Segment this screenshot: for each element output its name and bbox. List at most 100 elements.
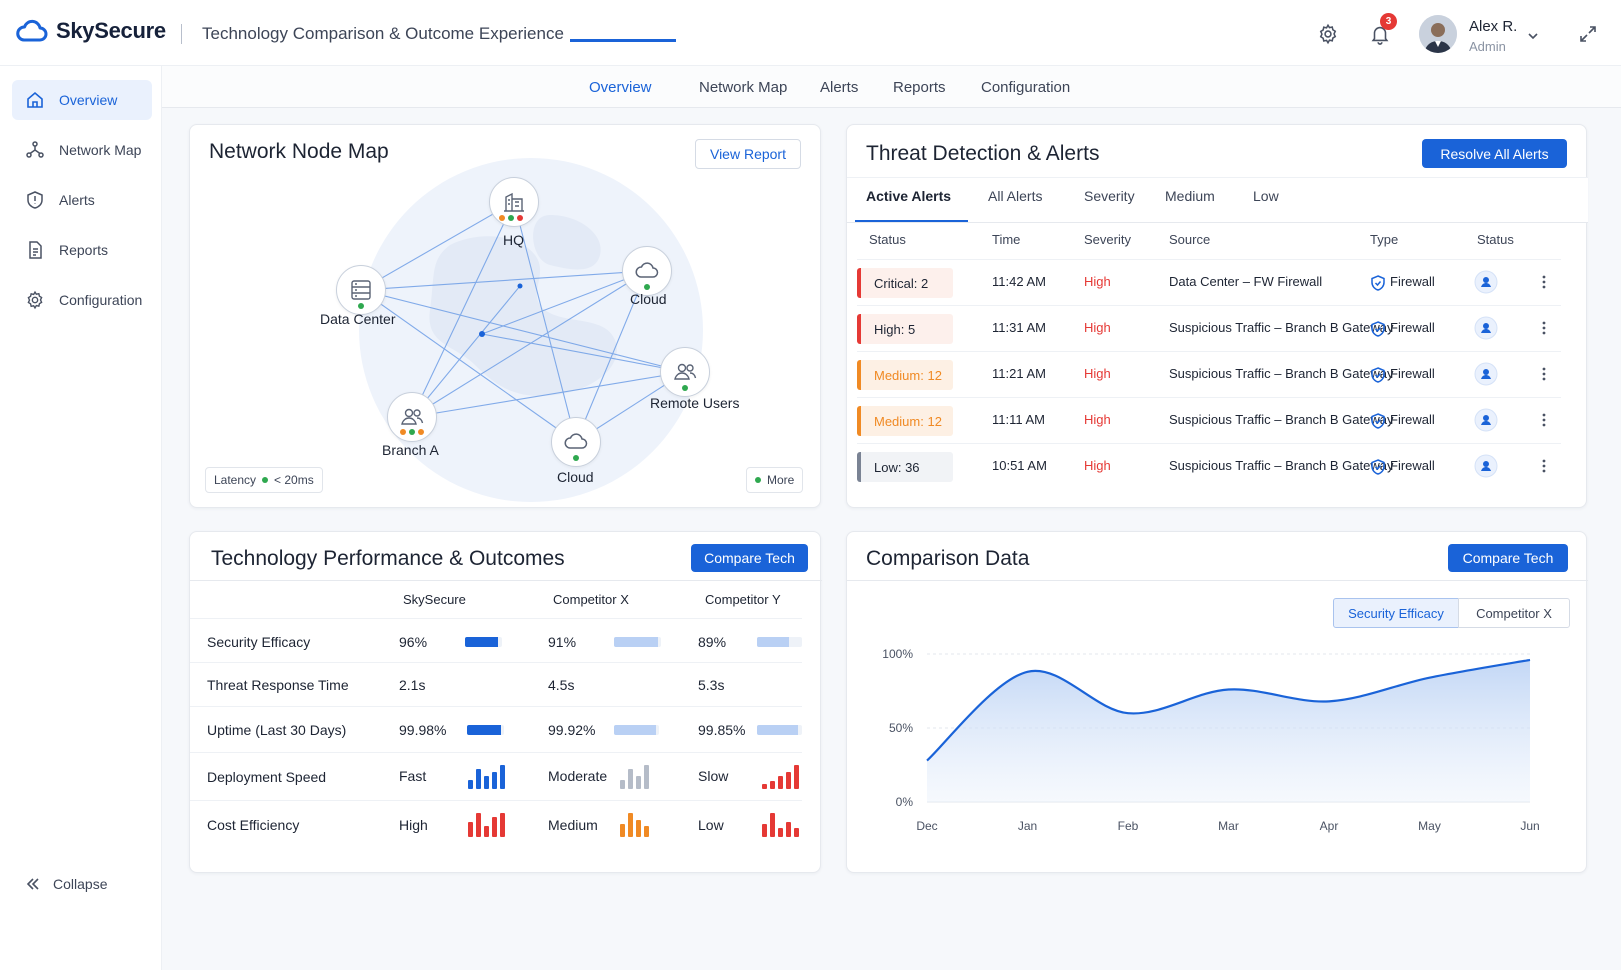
table-row: Security Efficacy 96% 91% 89%	[190, 618, 802, 662]
sidebar: Overview Network Map Alerts Reports Conf…	[0, 66, 162, 970]
mini-bar-chart	[620, 763, 649, 789]
server-icon	[351, 280, 371, 300]
metric-value: Low	[698, 817, 724, 833]
view-report-button[interactable]: View Report	[695, 139, 801, 169]
sidebar-item-network-map[interactable]: Network Map	[12, 130, 152, 170]
network-graph	[359, 158, 703, 502]
metric-label: Cost Efficiency	[207, 817, 300, 833]
subtab-medium[interactable]: Medium	[1165, 188, 1215, 204]
compare-tech-button[interactable]: Compare Tech	[1448, 544, 1568, 572]
more-vertical-icon[interactable]	[1542, 274, 1546, 290]
subtab-severity[interactable]: Severity	[1084, 188, 1135, 204]
metric-value: 99.92%	[548, 722, 596, 738]
threat-detection-card: Threat Detection & Alerts Resolve All Al…	[846, 124, 1588, 508]
active-tab-indicator	[570, 39, 676, 42]
compare-tech-button[interactable]: Compare Tech	[691, 544, 808, 572]
cloud-icon	[564, 433, 588, 449]
document-icon	[29, 241, 42, 259]
alert-type: Firewall	[1390, 274, 1435, 289]
tab-alerts[interactable]: Alerts	[820, 79, 859, 96]
segment-security-efficacy[interactable]: Security Efficacy	[1333, 598, 1459, 628]
settings-gear-icon[interactable]	[1314, 20, 1342, 48]
alert-severity: High	[1084, 458, 1111, 473]
app-logo[interactable]: SkySecure	[16, 18, 166, 44]
alert-time: 10:51 AM	[992, 458, 1047, 473]
assign-user-icon[interactable]	[1474, 316, 1498, 340]
sidebar-item-overview[interactable]: Overview	[12, 80, 152, 120]
assign-user-icon[interactable]	[1474, 362, 1498, 386]
assign-user-icon[interactable]	[1474, 408, 1498, 432]
x-tick-label: Dec	[916, 819, 937, 833]
sidebar-item-label: Alerts	[59, 192, 95, 208]
progress-bar	[614, 637, 661, 647]
alert-source: Suspicious Traffic – Branch B Gateway	[1169, 366, 1394, 381]
user-menu-chevron-down-icon[interactable]	[1519, 22, 1547, 50]
assign-user-icon[interactable]	[1474, 270, 1498, 294]
sidebar-item-configuration[interactable]: Configuration	[12, 280, 152, 320]
metric-label: Threat Response Time	[207, 677, 349, 693]
user-avatar[interactable]	[1419, 15, 1457, 53]
progress-bar	[467, 725, 504, 735]
node-label-cloud-top: Cloud	[630, 291, 667, 307]
status-dot	[262, 477, 269, 483]
notification-badge: 3	[1380, 13, 1397, 30]
sidebar-item-alerts[interactable]: Alerts	[12, 180, 152, 220]
metric-value: 99.98%	[399, 722, 447, 738]
resolve-all-alerts-button[interactable]: Resolve All Alerts	[1422, 139, 1567, 168]
segment-competitor-x[interactable]: Competitor X	[1458, 598, 1570, 628]
users-icon	[401, 408, 424, 425]
tab-configuration[interactable]: Configuration	[981, 79, 1071, 96]
latency-chip: Latency < 20ms	[205, 467, 323, 493]
column-header: Status	[869, 232, 906, 247]
status-dot	[573, 455, 579, 461]
cloud-logo-icon	[16, 19, 48, 42]
subtab-all-alerts[interactable]: All Alerts	[988, 188, 1043, 204]
alert-source: Suspicious Traffic – Branch B Gateway	[1169, 412, 1394, 427]
more-vertical-icon[interactable]	[1542, 412, 1546, 428]
table-row[interactable]: High: 5 11:31 AM High Suspicious Traffic…	[857, 305, 1561, 350]
card-title: Comparison Data	[866, 547, 1030, 570]
tab-reports[interactable]: Reports	[893, 79, 946, 96]
more-vertical-icon[interactable]	[1542, 458, 1546, 474]
sidebar-item-reports[interactable]: Reports	[12, 230, 152, 270]
expand-fullscreen-icon[interactable]	[1574, 20, 1602, 48]
status-pill: Medium: 12	[857, 360, 953, 390]
collapse-label: Collapse	[53, 876, 108, 892]
sidebar-item-label: Reports	[59, 242, 109, 258]
alert-time: 11:31 AM	[992, 320, 1046, 335]
status-pill: Low: 36	[857, 452, 953, 482]
y-tick-label: 50%	[889, 721, 913, 735]
column-header: Time	[992, 232, 1021, 247]
divider	[190, 580, 822, 581]
alert-type: Firewall	[1390, 366, 1435, 381]
table-row[interactable]: Medium: 12 11:11 AM High Suspicious Traf…	[857, 397, 1561, 442]
subtab-indicator	[855, 220, 968, 222]
alert-source: Suspicious Traffic – Branch B Gateway	[1169, 458, 1394, 473]
shield-check-icon	[1371, 275, 1385, 291]
comparison-area-chart: 0% 50% 100% Dec Jan Feb Mar Apr May Jun	[882, 647, 1539, 833]
alert-time: 11:42 AM	[992, 274, 1046, 289]
column-header: Competitor X	[553, 592, 629, 607]
more-vertical-icon[interactable]	[1542, 366, 1546, 382]
chart-area-fill	[927, 659, 1530, 802]
network-node-map-card: Network Node Map View Report HQ	[189, 124, 821, 508]
alert-source: Suspicious Traffic – Branch B Gateway	[1169, 320, 1394, 335]
table-row[interactable]: Critical: 2 11:42 AM High Data Center – …	[857, 259, 1561, 304]
tab-overview[interactable]: Overview	[589, 79, 652, 96]
x-tick-label: Jun	[1520, 819, 1539, 833]
subtab-low[interactable]: Low	[1253, 188, 1279, 204]
collapse-sidebar-button[interactable]: Collapse	[25, 876, 107, 892]
table-row[interactable]: Low: 36 10:51 AM High Suspicious Traffic…	[857, 443, 1561, 488]
more-button[interactable]: More	[746, 467, 804, 493]
tab-network-map[interactable]: Network Map	[699, 79, 788, 96]
metric-value: 91%	[548, 634, 577, 650]
status-dot	[755, 477, 761, 483]
subtab-active-alerts[interactable]: Active Alerts	[866, 188, 952, 204]
status-dot	[409, 429, 415, 435]
table-row[interactable]: Medium: 12 11:21 AM High Suspicious Traf…	[857, 351, 1561, 396]
assign-user-icon[interactable]	[1474, 454, 1498, 478]
metric-value: High	[399, 817, 428, 833]
node-hq[interactable]	[489, 177, 539, 227]
more-vertical-icon[interactable]	[1542, 320, 1546, 336]
table-row: Deployment Speed Fast Moderate Slow	[190, 752, 802, 800]
